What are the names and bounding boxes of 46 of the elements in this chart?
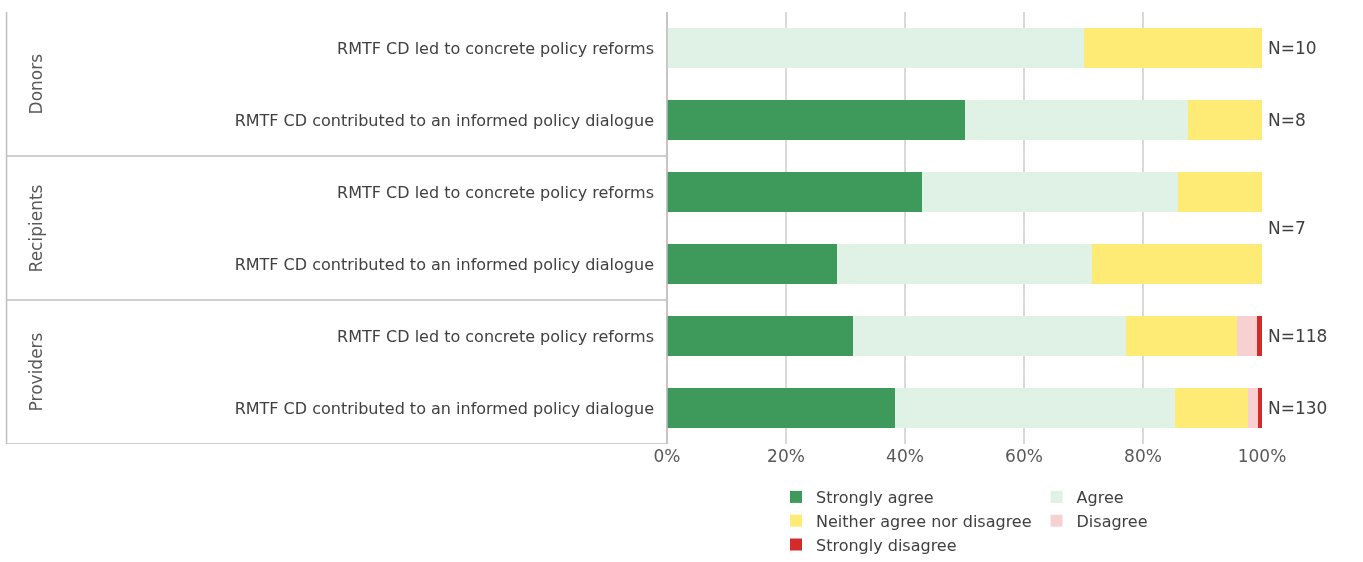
bar [852,316,1127,356]
bar [1126,316,1238,356]
bar [1257,388,1262,428]
y-tick-label: RMTF CD contributed to an informed policy dialogue [234,398,654,418]
text: N=8 [1268,110,1306,130]
bar [667,388,895,428]
legend-label: Strongly agree [816,488,934,508]
x-tick-label: 0% [653,446,681,466]
bar [667,100,965,140]
y-tick-label: RMTF CD contributed to an informed policy dialogue [234,254,654,274]
bar [667,316,853,356]
bar [1092,244,1262,284]
y-tick-label: RMTF CD led to concrete policy reforms [337,326,654,346]
bar [1175,388,1249,428]
bar [837,244,1093,284]
bar [667,172,923,212]
x-tick-label: 20% [767,446,805,466]
y-tick-label: RMTF CD led to concrete policy reforms [337,182,654,202]
text: N=7 [1268,218,1306,238]
text: Donors [26,53,47,115]
bar [964,100,1188,140]
bar [667,28,1084,68]
text: N=10 [1268,38,1317,58]
text: Providers [26,332,47,412]
bar [894,388,1176,428]
x-tick-label: 40% [886,446,924,466]
bar [667,244,838,284]
legend-label: Agree [1076,488,1124,508]
bar [922,172,1178,212]
bar [1237,316,1258,356]
legend-label: Disagree [1076,511,1148,531]
y-tick-label: RMTF CD contributed to an informed policy dialogue [234,110,654,130]
legend-label: Strongly disagree [816,535,957,555]
legend-label: Neither agree nor disagree [816,511,1032,531]
text: Recipients [26,184,47,273]
bar [1248,388,1258,428]
bar [1257,316,1262,356]
x-tick-label: 100% [1237,446,1287,466]
text: N=118 [1268,326,1328,346]
x-tick-label: 60% [1005,446,1043,466]
bar [1083,28,1262,68]
bar [1187,100,1262,140]
bar [1177,172,1262,212]
x-tick-label: 80% [1124,446,1162,466]
text: N=130 [1268,398,1328,418]
y-tick-label: RMTF CD led to concrete policy reforms [337,38,654,58]
